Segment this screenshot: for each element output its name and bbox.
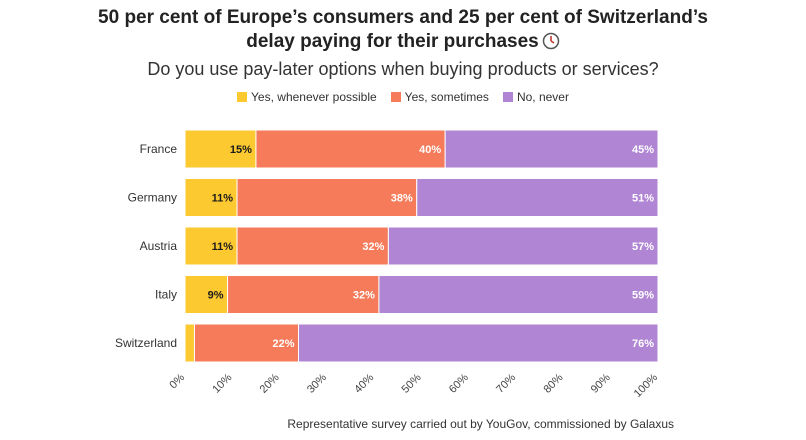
data-label-germany-series-1: 11%	[212, 193, 234, 205]
legend-item-yes-whenever: Yes, whenever possible	[237, 90, 377, 104]
x-tick-label: 30%	[305, 371, 329, 395]
data-label-france-series-1: 15%	[230, 144, 252, 156]
legend-swatch-yes-whenever	[237, 92, 248, 102]
x-tick-label: 50%	[400, 371, 424, 395]
data-label-switzerland-series-3: 76%	[632, 338, 654, 350]
x-tick-label: 40%	[352, 371, 376, 395]
bar-switzerland-series-1	[184, 323, 195, 363]
data-label-italy-series-1: 9%	[208, 290, 224, 302]
bar-france-series-1	[184, 129, 257, 169]
bar-austria-series-3	[387, 226, 659, 266]
title-line-2-wrap: delay paying for their purchases	[0, 30, 806, 54]
bar-italy-series-1	[184, 275, 229, 314]
category-label-austria: Austria	[140, 239, 178, 253]
clock-icon	[542, 32, 559, 50]
data-label-austria-series-1: 11%	[212, 241, 234, 253]
source-note: Representative survey carried out by You…	[287, 417, 674, 431]
bar-italy-series-3	[378, 275, 659, 314]
data-label-austria-series-3: 57%	[632, 241, 654, 253]
data-label-germany-series-3: 51%	[632, 193, 654, 205]
legend-item-no-never: No, never	[502, 90, 569, 104]
legend: Yes, whenever possible Yes, sometimes No…	[0, 90, 806, 104]
x-tick-label: 90%	[589, 371, 613, 395]
legend-swatch-no-never	[502, 92, 513, 102]
x-tick-label: 0%	[167, 371, 187, 391]
category-label-germany: Germany	[128, 191, 177, 205]
bar-france-series-3	[444, 129, 659, 169]
bar-italy-series-2	[227, 275, 380, 314]
bar-germany-series-1	[184, 178, 238, 217]
bar-switzerland-series-3	[298, 323, 659, 363]
bar-germany-series-2	[236, 178, 418, 217]
chart-title: 50 per cent of Europe’s consumers and 25…	[0, 6, 806, 54]
category-label-switzerland: Switzerland	[115, 336, 177, 350]
bar-switzerland-series-2	[193, 323, 300, 363]
bar-germany-series-3	[416, 178, 659, 217]
legend-label-yes-whenever: Yes, whenever possible	[251, 90, 377, 104]
x-tick-label: 20%	[258, 371, 282, 395]
category-label-italy: Italy	[155, 288, 177, 302]
title-line-1: 50 per cent of Europe’s consumers and 25…	[98, 7, 708, 28]
chart-subtitle: Do you use pay-later options when buying…	[147, 59, 659, 79]
x-tick-label: 70%	[494, 371, 518, 395]
legend-swatch-yes-sometimes	[390, 92, 401, 102]
data-label-switzerland-series-2: 22%	[272, 338, 294, 350]
legend-label-no-never: No, never	[516, 90, 569, 104]
legend-item-yes-sometimes: Yes, sometimes	[390, 90, 489, 104]
x-tick-label: 80%	[541, 371, 565, 395]
title-line-2: delay paying for their purchases	[246, 31, 539, 52]
data-label-austria-series-2: 32%	[362, 241, 384, 253]
data-label-france-series-2: 40%	[419, 144, 441, 156]
category-label-france: France	[140, 142, 178, 156]
data-label-italy-series-3: 59%	[632, 290, 654, 302]
data-label-france-series-3: 45%	[632, 144, 654, 156]
x-tick-label: 100%	[632, 371, 661, 400]
legend-label-yes-sometimes: Yes, sometimes	[404, 90, 489, 104]
data-label-italy-series-2: 32%	[353, 290, 375, 302]
data-label-germany-series-2: 38%	[391, 193, 413, 205]
bar-austria-series-2	[236, 226, 389, 266]
x-tick-label: 60%	[447, 371, 471, 395]
bar-france-series-2	[255, 129, 446, 169]
x-tick-label: 10%	[210, 371, 234, 395]
